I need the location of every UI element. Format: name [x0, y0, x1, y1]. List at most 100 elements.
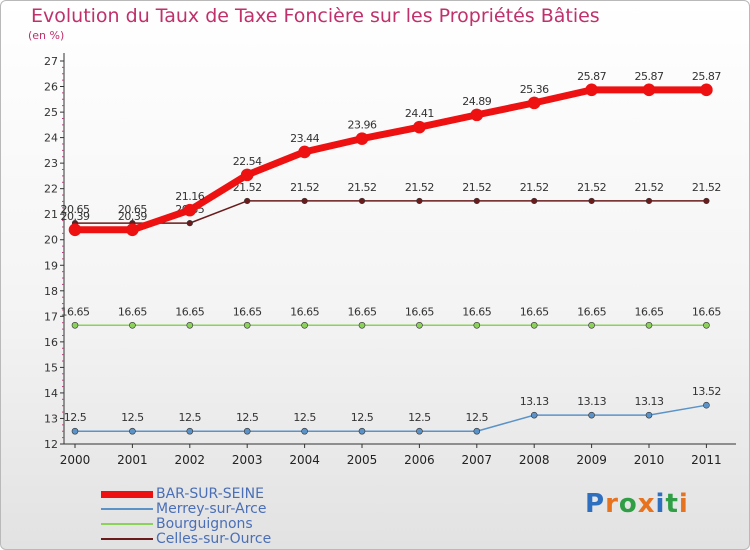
- data-point-bourguignons: [129, 321, 136, 329]
- y-tick-label: 21: [44, 208, 58, 221]
- legend-label: BAR-SUR-SEINE: [156, 486, 264, 502]
- data-point-bourguignons: [358, 321, 366, 329]
- data-point-celles-sur-ource: [645, 197, 653, 205]
- data-point-bar-sur-seine: [240, 168, 254, 182]
- data-point-bar-sur-seine: [68, 223, 82, 237]
- data-point-bar-sur-seine: [355, 132, 369, 145]
- logo-letter: o: [618, 489, 638, 519]
- data-point-celles-sur-ource: [473, 197, 480, 205]
- data-label-bar-sur-seine: 24.89: [462, 95, 491, 108]
- data-label-celles-sur-ource: 20.65: [61, 203, 90, 216]
- data-label-merrey-sur-arce: 12.5: [121, 411, 144, 424]
- data-point-celles-sur-ource: [244, 197, 251, 205]
- logo-letter: i: [655, 489, 666, 519]
- data-point-merrey-sur-arce: [530, 411, 538, 419]
- data-point-merrey-sur-arce: [473, 427, 481, 435]
- data-label-celles-sur-ource: 21.52: [348, 181, 377, 194]
- data-point-bourguignons: [588, 321, 595, 329]
- data-label-merrey-sur-arce: 13.13: [577, 395, 606, 408]
- y-tick-label: 14: [44, 387, 58, 400]
- legend: BAR-SUR-SEINE Merrey-sur-Arce Bourguigno…: [101, 487, 271, 547]
- x-tick-label: 2010: [634, 453, 665, 467]
- chart-subtitle: (en %): [28, 29, 65, 42]
- data-label-bourguignons: 16.65: [175, 305, 204, 318]
- x-tick-label: 2001: [117, 453, 148, 467]
- data-point-bar-sur-seine: [413, 120, 426, 134]
- x-tick-label: 2009: [576, 453, 607, 467]
- data-label-celles-sur-ource: 21.52: [233, 181, 262, 194]
- data-point-bourguignons: [301, 321, 308, 329]
- data-label-bar-sur-seine: 24.41: [405, 107, 434, 120]
- data-label-merrey-sur-arce: 12.5: [179, 411, 202, 424]
- data-point-celles-sur-ource: [301, 197, 308, 205]
- y-tick-label: 23: [44, 157, 58, 170]
- x-tick-label: 2005: [347, 453, 378, 467]
- data-label-merrey-sur-arce: 12.5: [466, 411, 489, 424]
- data-point-merrey-sur-arce: [645, 411, 653, 419]
- data-point-bar-sur-seine: [527, 96, 541, 110]
- data-label-merrey-sur-arce: 12.5: [64, 411, 87, 424]
- legend-item-merrey-sur-arce: Merrey-sur-Arce: [101, 502, 271, 517]
- legend-swatch: [101, 490, 153, 498]
- data-point-merrey-sur-arce: [186, 427, 194, 435]
- data-label-bourguignons: 16.65: [290, 305, 319, 318]
- data-point-bar-sur-seine: [126, 223, 139, 237]
- logo-letter: x: [637, 489, 656, 519]
- x-tick-label: 2007: [462, 453, 493, 467]
- data-label-bar-sur-seine: 25.87: [692, 70, 721, 83]
- data-label-bar-sur-seine: 22.54: [233, 155, 262, 168]
- y-tick-label: 13: [44, 412, 58, 425]
- data-label-bourguignons: 16.65: [233, 305, 262, 318]
- legend-label: Celles-sur-Ource: [156, 531, 272, 547]
- y-tick-label: 19: [44, 259, 58, 272]
- data-label-bourguignons: 16.65: [520, 305, 549, 318]
- data-label-bourguignons: 16.65: [118, 305, 147, 318]
- x-tick-label: 2004: [289, 453, 320, 467]
- legend-item-bar-sur-seine: BAR-SUR-SEINE: [101, 487, 271, 502]
- legend-item-celles-sur-ource: Celles-sur-Ource: [101, 532, 271, 547]
- data-point-merrey-sur-arce: [71, 427, 79, 435]
- data-label-celles-sur-ource: 21.52: [577, 181, 606, 194]
- data-point-bourguignons: [71, 321, 79, 329]
- data-point-bar-sur-seine: [642, 83, 656, 97]
- data-point-merrey-sur-arce: [416, 427, 423, 435]
- y-tick-label: 12: [44, 438, 58, 451]
- data-label-celles-sur-ource: 21.52: [290, 181, 319, 194]
- data-label-bourguignons: 16.65: [61, 305, 90, 318]
- data-point-bourguignons: [530, 321, 538, 329]
- chart-title: Evolution du Taux de Taxe Foncière sur l…: [31, 5, 600, 27]
- logo-letter: t: [665, 489, 679, 519]
- data-point-bar-sur-seine: [298, 145, 311, 159]
- data-point-bourguignons: [645, 321, 653, 329]
- x-tick-label: 2003: [232, 453, 263, 467]
- y-tick-label: 24: [44, 132, 58, 145]
- legend-label: Merrey-sur-Arce: [156, 501, 267, 517]
- y-tick-label: 17: [44, 310, 58, 323]
- data-label-bar-sur-seine: 25.87: [577, 70, 606, 83]
- data-label-merrey-sur-arce: 13.13: [520, 395, 549, 408]
- logo-letter: P: [585, 489, 606, 519]
- y-tick-label: 18: [44, 285, 58, 298]
- legend-swatch: [101, 538, 153, 540]
- data-label-celles-sur-ource: 21.52: [405, 181, 434, 194]
- data-point-merrey-sur-arce: [588, 411, 595, 419]
- data-point-bourguignons: [243, 321, 251, 329]
- x-tick-label: 2000: [60, 453, 91, 467]
- data-point-bar-sur-seine: [585, 83, 598, 97]
- data-point-celles-sur-ource: [358, 197, 366, 205]
- proxiti-logo: Proxiti: [585, 489, 689, 519]
- legend-swatch: [101, 523, 153, 525]
- data-label-merrey-sur-arce: 12.5: [293, 411, 316, 424]
- data-label-bar-sur-seine: 20.39: [61, 210, 90, 223]
- y-tick-label: 22: [44, 183, 58, 196]
- data-label-celles-sur-ource: 21.52: [635, 181, 664, 194]
- data-label-bourguignons: 16.65: [577, 305, 606, 318]
- data-label-merrey-sur-arce: 12.5: [408, 411, 431, 424]
- data-label-bourguignons: 16.65: [405, 305, 434, 318]
- data-point-bourguignons: [416, 321, 423, 329]
- data-label-bourguignons: 16.65: [692, 305, 721, 318]
- data-label-merrey-sur-arce: 13.13: [635, 395, 664, 408]
- x-tick-label: 2011: [691, 453, 722, 467]
